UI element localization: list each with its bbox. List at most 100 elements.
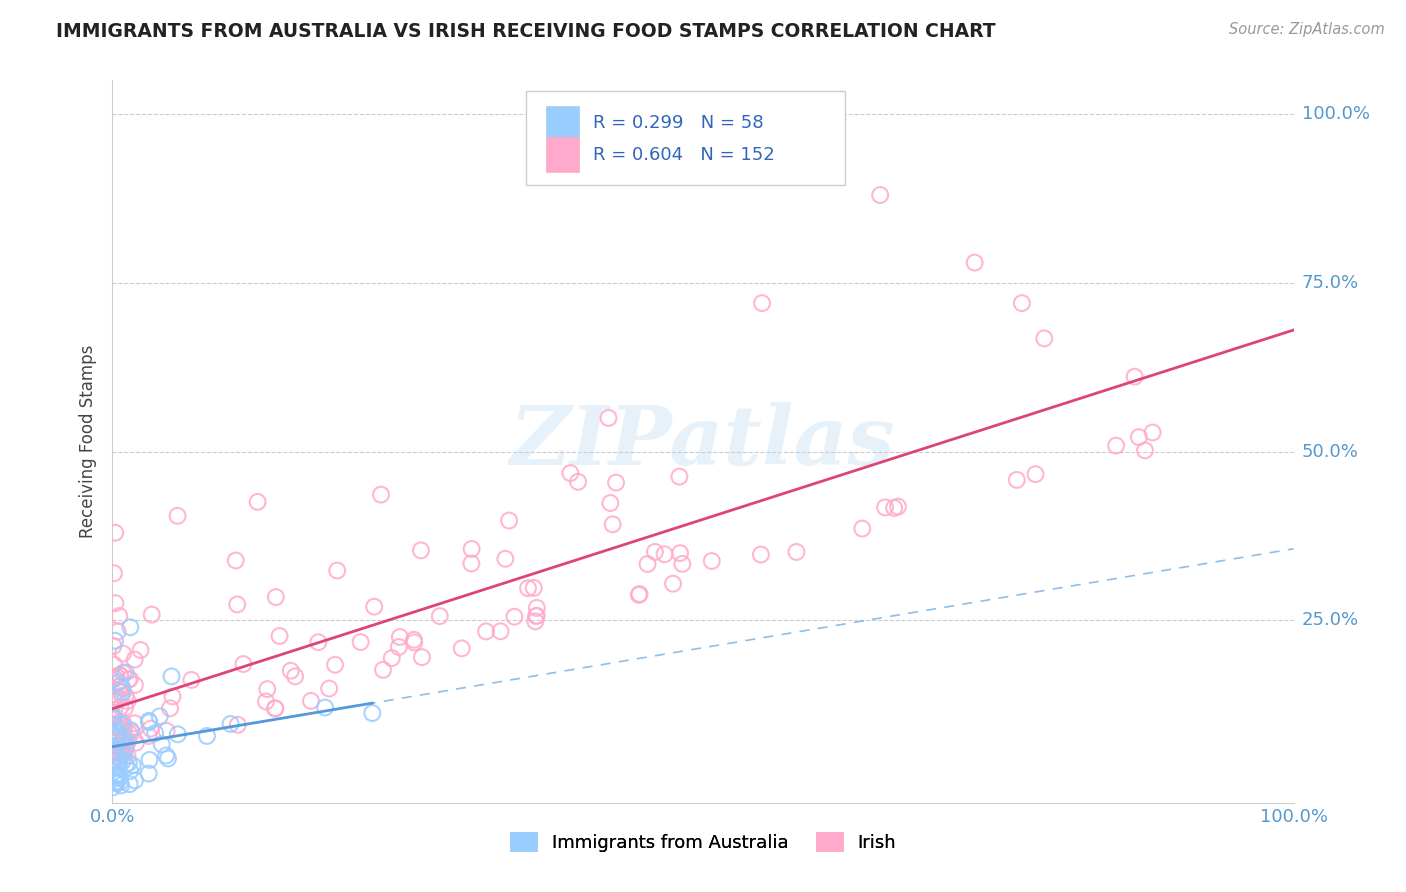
Point	[264, 701, 287, 715]
Point	[118, 726, 141, 740]
Point	[117, 694, 139, 708]
Point	[1105, 439, 1128, 453]
Point	[195, 729, 218, 743]
Point	[523, 581, 546, 595]
Point	[111, 689, 134, 703]
Point	[160, 669, 183, 683]
Point	[254, 694, 277, 708]
Point	[138, 753, 160, 767]
Point	[108, 668, 131, 682]
Text: 100.0%: 100.0%	[1302, 105, 1369, 123]
Text: ZIPatlas: ZIPatlas	[510, 401, 896, 482]
Point	[605, 475, 627, 490]
Point	[107, 761, 129, 775]
Point	[524, 609, 547, 624]
Point	[107, 740, 129, 755]
Point	[326, 564, 349, 578]
Point	[103, 566, 125, 581]
Point	[749, 548, 772, 562]
Point	[662, 576, 685, 591]
Point	[107, 716, 129, 731]
Point	[105, 746, 128, 760]
Point	[105, 731, 128, 745]
Point	[138, 766, 160, 780]
Point	[157, 751, 180, 765]
Point	[567, 475, 589, 489]
Point	[107, 624, 129, 639]
Point	[104, 744, 127, 758]
Point	[114, 757, 136, 772]
Text: 25.0%: 25.0%	[1302, 612, 1360, 630]
Point	[103, 753, 125, 767]
Point	[107, 675, 129, 690]
Point	[104, 695, 127, 709]
Point	[111, 733, 134, 747]
Text: Source: ZipAtlas.com: Source: ZipAtlas.com	[1229, 22, 1385, 37]
Point	[104, 690, 127, 705]
Y-axis label: Receiving Food Stamps: Receiving Food Stamps	[79, 345, 97, 538]
Point	[498, 514, 520, 528]
Point	[1123, 369, 1146, 384]
Point	[226, 598, 249, 612]
Point	[869, 188, 891, 202]
Point	[388, 640, 411, 654]
Point	[232, 657, 254, 671]
Point	[108, 668, 131, 682]
Point	[599, 496, 621, 510]
Point	[107, 750, 129, 764]
Point	[1142, 425, 1164, 440]
Point	[381, 651, 404, 665]
Point	[105, 760, 128, 774]
Point	[138, 714, 160, 728]
Point	[101, 711, 124, 725]
Point	[105, 769, 128, 783]
Point	[517, 581, 540, 595]
Point	[124, 652, 146, 666]
Point	[138, 715, 160, 730]
Point	[602, 517, 624, 532]
Point	[489, 624, 512, 639]
Point	[107, 768, 129, 782]
Point	[120, 620, 142, 634]
Point	[103, 755, 125, 769]
Point	[111, 717, 134, 731]
Text: R = 0.604   N = 152: R = 0.604 N = 152	[593, 145, 775, 164]
Point	[114, 733, 136, 747]
Point	[111, 755, 134, 769]
Point	[150, 737, 173, 751]
Point	[104, 720, 127, 734]
Point	[318, 681, 340, 696]
Point	[785, 545, 807, 559]
Point	[111, 647, 134, 661]
Point	[103, 718, 125, 732]
Point	[107, 726, 129, 740]
Point	[104, 731, 127, 745]
Point	[110, 747, 132, 762]
Point	[101, 780, 124, 795]
Bar	[546, 137, 579, 172]
Point	[1005, 473, 1028, 487]
Point	[118, 672, 141, 686]
Point	[371, 663, 394, 677]
Point	[108, 609, 131, 624]
Point	[105, 766, 128, 780]
Point	[628, 587, 651, 601]
Point	[111, 715, 134, 730]
Point	[225, 553, 247, 567]
Point	[114, 665, 136, 680]
Point	[269, 629, 291, 643]
Point	[700, 554, 723, 568]
Point	[121, 758, 143, 772]
Point	[155, 748, 177, 763]
Point	[114, 701, 136, 715]
Point	[323, 657, 346, 672]
Point	[409, 543, 432, 558]
Point	[875, 500, 897, 515]
Point	[314, 700, 336, 714]
Point	[108, 768, 131, 782]
Text: R = 0.299   N = 58: R = 0.299 N = 58	[593, 114, 763, 132]
Point	[111, 681, 134, 696]
Point	[103, 724, 125, 739]
Point	[110, 741, 132, 756]
Point	[105, 739, 128, 753]
